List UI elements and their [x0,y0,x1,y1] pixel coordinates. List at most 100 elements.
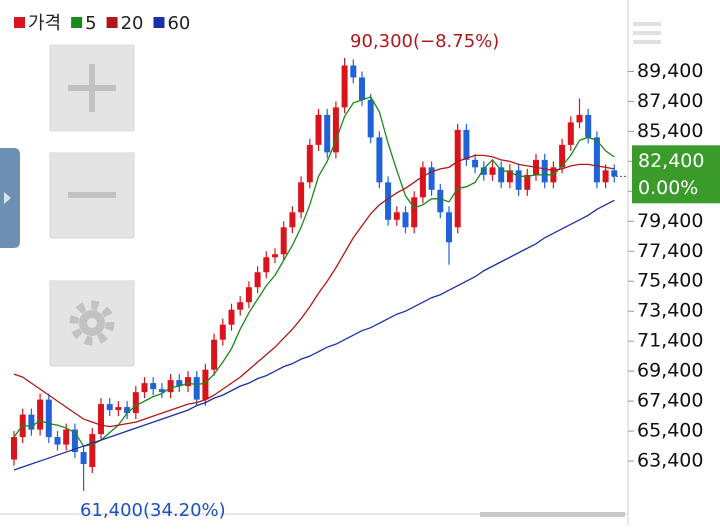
y-tick-label: 75,400 [637,270,703,292]
candle-body [228,309,235,325]
candle-body [437,189,444,213]
candle-body [63,429,70,445]
candle-body [515,170,522,190]
candle-body [289,212,296,228]
gear-teeth [69,300,115,346]
candle-body [272,254,278,258]
y-tick-label: 89,400 [637,60,703,82]
candle-body [489,167,496,175]
high-annotation: 90,300(−8.75%) [350,31,499,52]
candle-body [141,383,148,393]
scrollbar[interactable] [480,512,625,517]
menu-bar [633,31,661,35]
y-tick-label: 65,400 [637,420,703,442]
legend-label: 5 [85,13,96,34]
candle-body [115,407,122,411]
candle-body [202,369,209,400]
candle-body [185,377,191,387]
y-tick-label: 67,400 [637,390,703,412]
side-tab[interactable] [0,148,20,248]
candle-body [585,114,592,138]
candle-body [454,129,461,228]
last-price-box [632,145,720,204]
tab-arrow [4,192,11,204]
candle-body [472,159,479,168]
menu-bar [633,40,661,44]
candle-body [176,380,183,387]
y-tick-label: 79,400 [637,210,703,232]
candle-body [211,339,218,370]
legend-label: 20 [121,13,144,34]
y-tick-label: 63,400 [637,450,703,472]
candle-body [11,437,17,460]
zoom-in-button[interactable] [49,44,135,132]
candle-body [132,392,139,414]
candle-body [298,182,305,213]
candle-body [411,197,418,228]
ma-line [13,154,615,428]
candle-body [341,65,348,108]
candle-body [306,144,313,183]
y-tick-label: 69,400 [637,360,703,382]
legend-swatch [106,17,118,28]
candle-body [602,170,609,183]
legend-swatch [153,17,165,28]
candle-body [263,257,270,273]
candle-body [245,287,252,303]
candle-body [80,452,87,465]
candle-body [315,114,322,145]
legend-swatch [14,17,25,28]
candle-body [463,129,470,160]
candle-body [89,434,96,468]
settings-button[interactable] [49,280,135,367]
y-tick-label: 77,400 [637,240,703,262]
candle-body [237,302,244,310]
candle-body [524,174,531,190]
candle-body [576,114,583,123]
ma-line [13,96,615,447]
candle-body [324,114,331,153]
last-price-label: 82,400 [638,150,704,172]
candle-body [124,407,131,414]
candle-body [428,167,435,190]
candle-body [219,324,226,340]
plot [11,57,618,492]
candle-body [367,99,374,138]
candle-body [480,167,487,175]
low-annotation: 61,400(34.20%) [80,500,226,521]
ma-line [13,199,615,471]
candle-body [280,227,287,255]
candle-body [393,212,400,220]
y-tick-label: 73,400 [637,300,703,322]
candle-body [402,212,409,228]
candle-body [350,65,357,78]
candle-body [45,399,52,438]
menu-bar [633,22,661,26]
candle-body [150,383,157,390]
candle-body [158,389,165,393]
candle-body [541,159,548,183]
menu-icon[interactable] [633,22,661,44]
candle-body [376,137,383,183]
candle-body [54,437,61,445]
minus [68,192,116,198]
candle-body [446,212,452,243]
candle-body [71,429,78,453]
candle-body [37,399,44,430]
y-tick-label: 87,400 [637,90,703,112]
candle-body [559,144,566,168]
zoom-out-button[interactable] [49,152,135,239]
candle-body [193,377,200,400]
candle-body [506,170,513,183]
candle-body [28,414,35,430]
y-tick-label: 71,400 [637,330,703,352]
candle-body [611,170,618,177]
legend-label: 60 [167,13,190,34]
candle-body [385,182,392,220]
candle-body [167,380,174,393]
candle-body [419,167,426,198]
candle-body [98,404,104,435]
candle-body [332,107,339,153]
plus-v [89,64,95,112]
